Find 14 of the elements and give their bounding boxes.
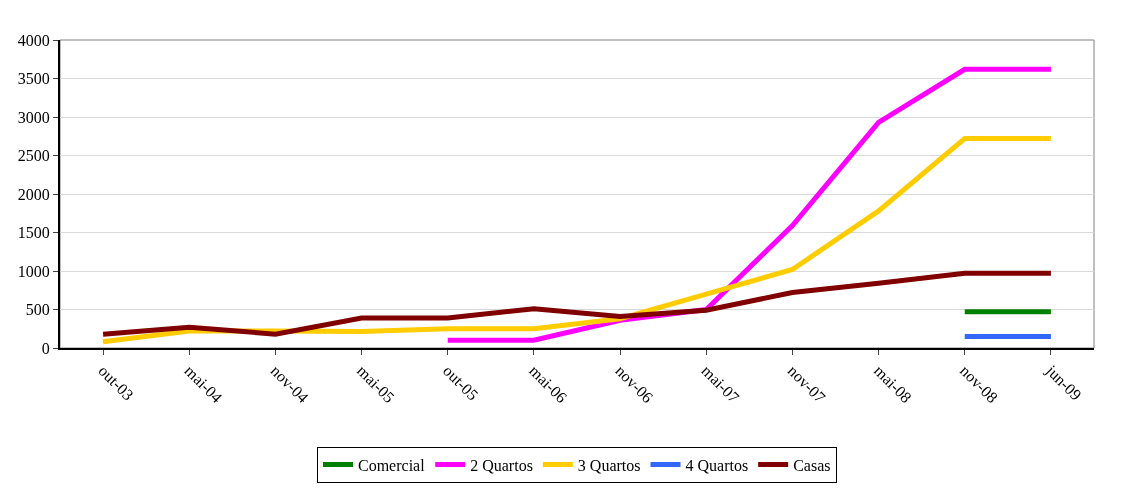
legend-label: 2 Quartos (470, 456, 533, 474)
y-tick-label: 0 (41, 339, 50, 357)
y-tick-label: 2000 (17, 185, 50, 203)
legend-label: 4 Quartos (685, 456, 749, 474)
y-tick-label: 2500 (17, 147, 50, 165)
y-tick-label: 4000 (17, 31, 50, 49)
legend-label: Casas (793, 456, 831, 474)
y-tick-label: 3500 (17, 70, 50, 88)
y-tick-label: 3000 (17, 108, 50, 126)
y-tick-label: 1000 (17, 262, 50, 280)
y-tick-label: 1500 (17, 224, 50, 242)
y-tick-label: 500 (25, 301, 50, 319)
legend-label: 3 Quartos (577, 456, 641, 474)
legend-label: Comercial (358, 456, 426, 474)
